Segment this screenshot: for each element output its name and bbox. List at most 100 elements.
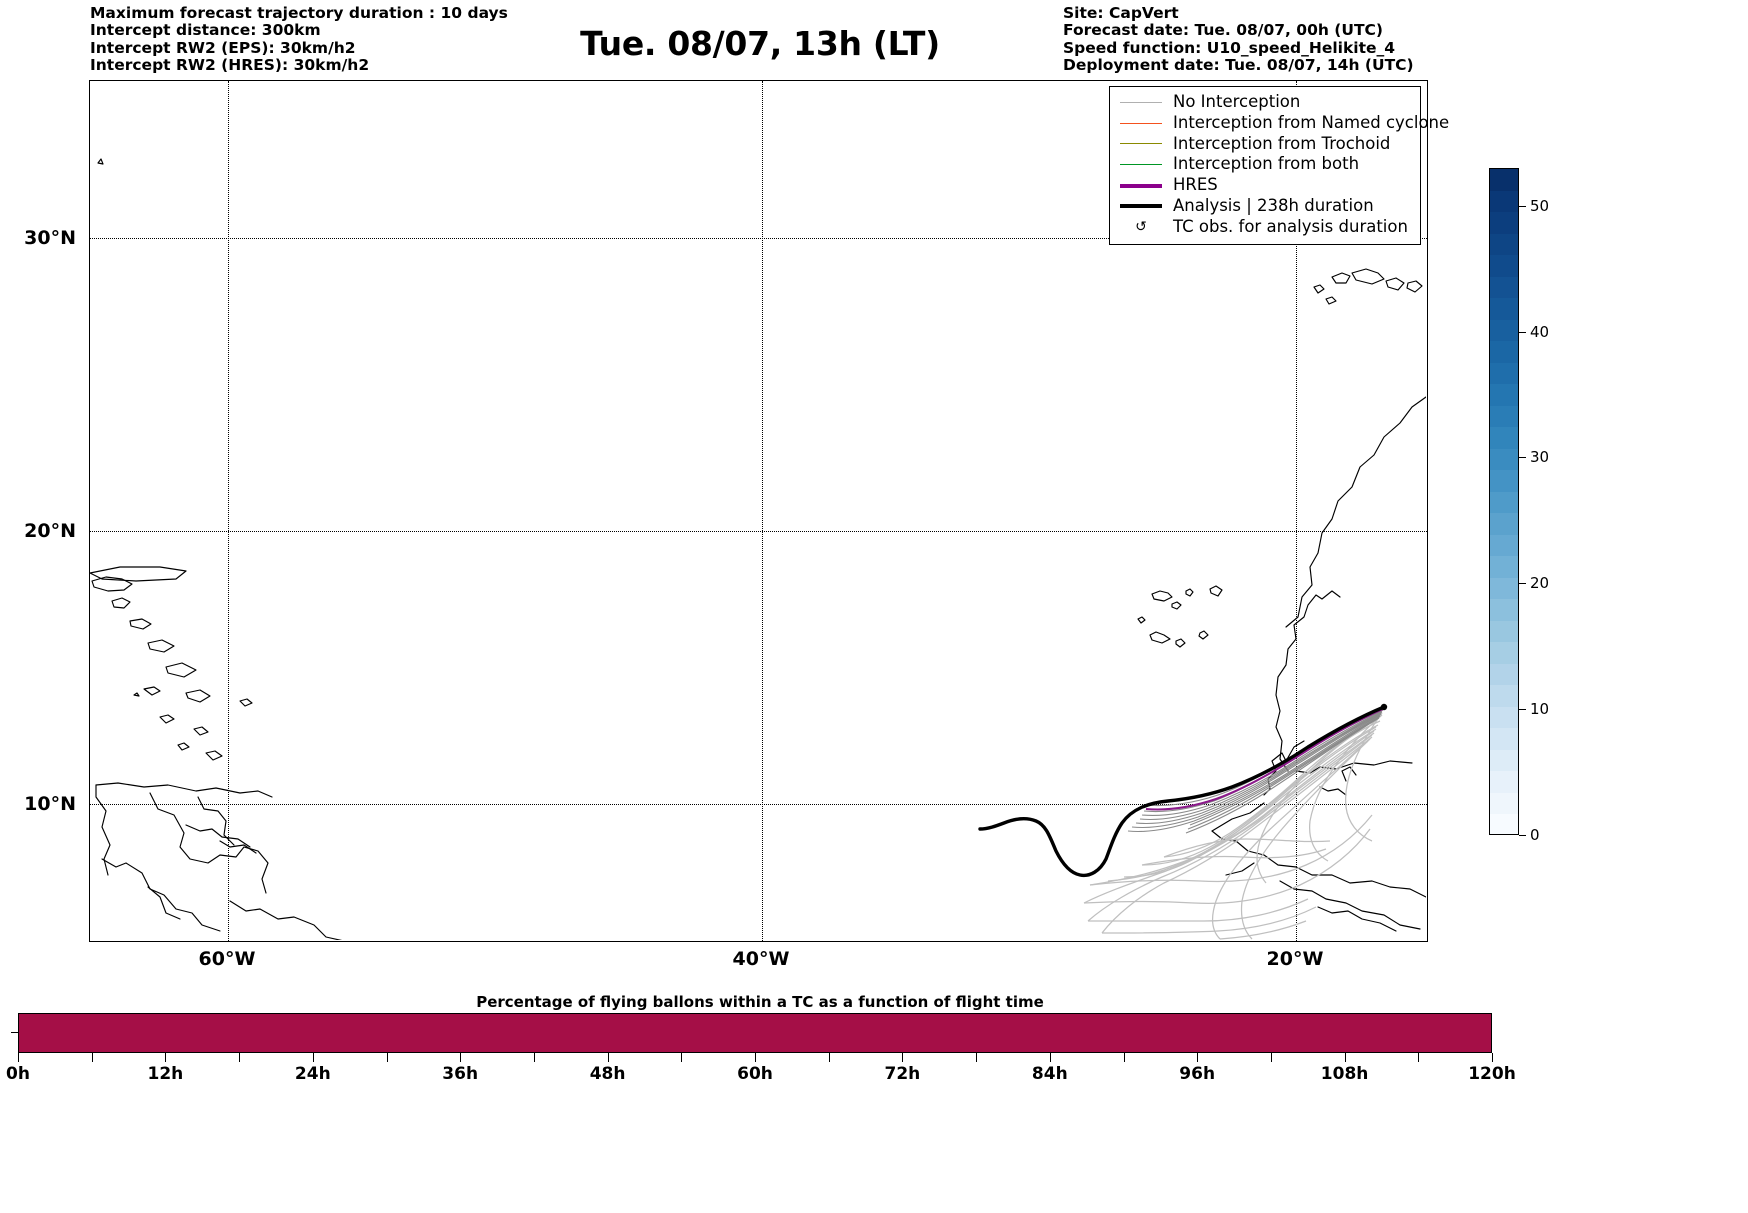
percentage-bar-minor-tick-30 [386,1053,388,1062]
colorbar-step-27 [1490,749,1518,772]
colorbar-ticklabel-20: 20 [1530,574,1550,593]
colorbar-step-30 [1490,814,1518,834]
legend-label-5: Analysis | 238h duration [1173,195,1374,215]
gridline-lat-20n [90,531,1427,532]
percentage-bar-ticklabel-60: 60h [737,1064,773,1084]
percentage-bar-axes[interactable] [18,1013,1492,1053]
legend-label-6: TC obs. for analysis duration [1173,216,1408,236]
colorbar-step-1 [1490,190,1518,213]
gridline-lon-60w [228,81,229,941]
colorbar-step-29 [1490,792,1518,815]
percentage-bar-minor-tick-12 [165,1053,167,1062]
legend-row-5[interactable]: Analysis | 238h duration [1118,196,1410,217]
legend-row-2[interactable]: Interception from Trochoid [1118,134,1410,155]
header-right-block: Site: CapVert Forecast date: Tue. 08/07,… [1063,4,1483,75]
colorbar-step-22 [1490,642,1518,664]
legend-swatch-analysis [1118,204,1164,209]
legend-label-2: Interception from Trochoid [1173,133,1391,153]
header-site: Site: CapVert [1063,4,1179,22]
percentage-bar-minor-tick-6 [91,1053,93,1062]
colorbar-step-12 [1490,427,1518,449]
colorbar-step-5 [1490,276,1518,299]
lon-tick-40w: 40°W [732,948,790,970]
percentage-bar-ticklabel-24: 24h [294,1064,331,1084]
percentage-bar-minor-tick-78 [976,1053,978,1062]
legend-row-1[interactable]: Interception from Named cyclone [1118,113,1449,134]
header-left-line-2: Intercept distance: 300km [90,21,321,40]
colorbar-tick-0 [1519,835,1526,836]
gridline-lon-20w [1296,81,1297,941]
legend-swatch-no-interception [1118,101,1164,103]
percentage-bar-minor-tick-108 [1344,1053,1346,1062]
colorbar-step-24 [1490,685,1518,707]
map-legend[interactable]: No Interception Interception from Named … [1109,86,1449,245]
colorbar-ticklabel-30: 30 [1530,448,1550,467]
tc-obs-icon: ↺ [1118,220,1164,234]
colorbar-step-16 [1490,513,1518,535]
colorbar-step-20 [1490,599,1518,621]
colorbar-step-7 [1490,319,1518,342]
percentage-bar-title: Percentage of flying ballons within a TC… [476,993,1044,1011]
lon-tick-60w: 60°W [198,948,256,970]
colorbar-step-6 [1490,298,1518,320]
legend-row-4[interactable]: HRES [1118,175,1410,196]
percentage-bar-minor-tick-96 [1197,1053,1199,1062]
legend-marker-glyph: ↺ [1135,219,1147,236]
colorbar-step-0 [1490,169,1518,191]
coastline-cape-verde [1137,585,1223,648]
percentage-bar-minor-tick-114 [1418,1053,1420,1062]
percentage-bar-minor-tick-60 [755,1053,756,1062]
ensemble-trajectories-no-interception [1083,712,1383,940]
colorbar-step-15 [1490,491,1518,514]
legend-swatch-trochoid [1118,143,1164,145]
legend-swatch-hres [1118,183,1164,188]
colorbar-ticklabel-40: 40 [1530,322,1550,341]
percentage-bar-minor-tick-54 [681,1053,683,1062]
coastline-antilles [90,566,253,761]
colorbar-gradient [1489,168,1519,835]
percentage-bar-minor-tick-84 [1049,1053,1051,1062]
colorbar-tick-50 [1519,205,1526,207]
colorbar-step-9 [1490,362,1518,385]
legend-swatch-named-cyclone [1118,122,1164,124]
header-left-block: Maximum forecast trajectory duration : 1… [90,4,610,75]
colorbar-tick-30 [1519,457,1526,459]
percentage-bar-left-tick [11,1032,19,1033]
legend-row-6[interactable]: ↺ TC obs. for analysis duration [1118,217,1410,238]
percentage-bar-ticklabel-120: 120h [1468,1064,1516,1084]
legend-label-4: HRES [1173,175,1218,195]
header-forecast-date: Forecast date: Tue. 08/07, 00h (UTC) [1063,21,1384,40]
legend-row-3[interactable]: Interception from both [1118,154,1410,175]
percentage-bar-minor-tick-36 [460,1053,462,1062]
gridline-lat-30n [90,238,1427,239]
percentage-bar-ticklabel-12: 12h [147,1064,184,1084]
percentage-bar-minor-tick-48 [607,1053,609,1062]
colorbar-step-13 [1490,448,1518,471]
percentage-bar-ticklabel-36: 36h [442,1064,479,1084]
percentage-bar-minor-tick-102 [1270,1053,1272,1062]
percentage-bar-minor-tick-24 [312,1053,314,1062]
percentage-bar-minor-tick-120 [1492,1053,1493,1062]
lat-tick-30n: 30°N [24,227,76,249]
percentage-bar-minor-tick-72 [902,1053,904,1062]
colorbar-step-21 [1490,620,1518,643]
percentage-bar-minor-tick-66 [828,1053,830,1062]
analysis-track [978,705,1386,878]
percentage-bar-ticklabel-96: 96h [1179,1064,1216,1084]
legend-label-0: No Interception [1173,92,1301,111]
header-deployment-date: Deployment date: Tue. 08/07, 14h (UTC) [1063,56,1414,75]
colorbar-tick-10 [1519,709,1526,711]
hres-track [1145,708,1384,811]
legend-row-0[interactable]: No Interception [1118,92,1410,113]
colorbar-step-4 [1490,255,1518,277]
colorbar-step-19 [1490,577,1518,600]
colorbar-tick-20 [1519,583,1526,585]
coastline-bermuda [97,158,104,165]
colorbar-container[interactable]: 0 10 20 30 40 50 [1489,168,1549,844]
lat-tick-10n: 10°N [24,793,76,815]
percentage-bar-ticklabel-84: 84h [1031,1064,1068,1084]
legend-label-1: Interception from Named cyclone [1173,112,1450,132]
percentage-bar-minor-tick-18 [239,1053,241,1062]
colorbar-ticklabel-10: 10 [1530,700,1550,719]
colorbar-tick-40 [1519,331,1526,333]
